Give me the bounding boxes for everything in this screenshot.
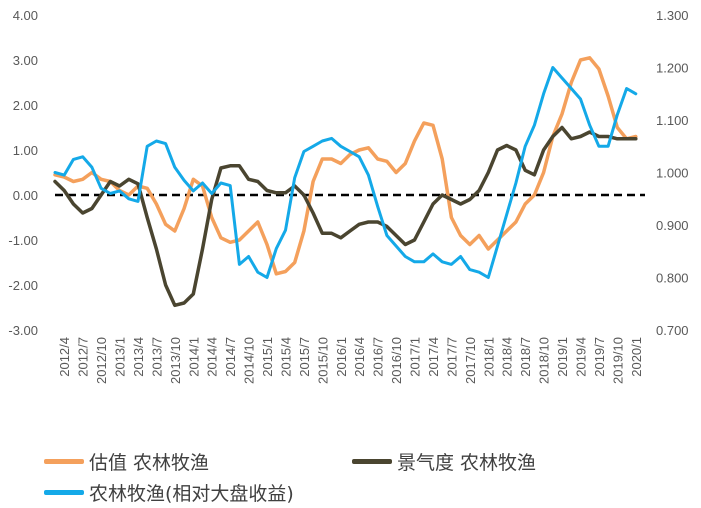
left-axis-tick-label: 1.00 bbox=[13, 143, 38, 158]
x-axis-tick-label: 2015/1 bbox=[260, 337, 275, 377]
right-axis-tick-label: 1.000 bbox=[656, 166, 689, 181]
left-axis-tick-label: 2.00 bbox=[13, 98, 38, 113]
x-axis-tick-label: 2017/4 bbox=[426, 337, 441, 377]
right-axis-tick-label: 1.100 bbox=[656, 113, 689, 128]
x-axis-tick-label: 2019/7 bbox=[592, 337, 607, 377]
x-axis-tick-label: 2019/1 bbox=[555, 337, 570, 377]
x-axis-tick-label: 2013/4 bbox=[131, 337, 146, 377]
x-axis-tick-label: 2015/10 bbox=[315, 337, 330, 384]
left-axis-tick-label: -3.00 bbox=[8, 323, 38, 338]
x-axis-tick-label: 2012/10 bbox=[94, 337, 109, 384]
x-axis-tick-label: 2018/7 bbox=[518, 337, 533, 377]
x-axis-tick-label: 2014/4 bbox=[205, 337, 220, 377]
x-axis-tick-label: 2019/10 bbox=[610, 337, 625, 384]
right-axis-tick-label: 0.800 bbox=[656, 271, 689, 286]
series-layer bbox=[53, 56, 638, 308]
left-axis-tick-label: 0.00 bbox=[13, 188, 38, 203]
series-line-valuation bbox=[53, 56, 638, 276]
x-axis-tick-label: 2018/10 bbox=[537, 337, 552, 384]
x-axis-tick-label: 2019/4 bbox=[573, 337, 588, 377]
x-axis-tick-label: 2012/7 bbox=[76, 337, 91, 377]
x-axis-tick-label: 2018/1 bbox=[481, 337, 496, 377]
left-axis-ticks: 4.00 3.00 2.00 1.00 0.00 -1.00 -2.00 -3.00 bbox=[8, 8, 38, 338]
left-axis-tick-label: -1.00 bbox=[8, 233, 38, 248]
x-axis-tick-label: 2014/1 bbox=[186, 337, 201, 377]
x-axis-tick-label: 2012/4 bbox=[57, 337, 72, 377]
x-axis-tick-label: 2015/4 bbox=[278, 337, 293, 377]
x-axis-tick-label: 2016/7 bbox=[371, 337, 386, 377]
x-axis-tick-label: 2015/7 bbox=[297, 337, 312, 377]
x-axis-tick-label: 2020/1 bbox=[629, 337, 644, 377]
x-axis-tick-label: 2017/10 bbox=[463, 337, 478, 384]
right-axis-ticks: 1.300 1.200 1.100 1.000 0.900 0.800 0.700 bbox=[656, 8, 689, 338]
right-axis-tick-label: 1.300 bbox=[656, 8, 689, 23]
series-line-relative-return bbox=[53, 66, 638, 279]
x-axis-tick-label: 2014/7 bbox=[223, 337, 238, 377]
left-axis-tick-label: 3.00 bbox=[13, 53, 38, 68]
right-axis-tick-label: 1.200 bbox=[656, 61, 689, 76]
x-axis-tick-label: 2013/1 bbox=[113, 337, 128, 377]
series-line-prosperity bbox=[53, 125, 638, 308]
x-axis-tick-label: 2017/1 bbox=[408, 337, 423, 377]
x-axis-tick-label: 2013/7 bbox=[149, 337, 164, 377]
x-axis-ticks: 2012/4 2012/7 2012/10 2013/1 2013/4 2013/7 201… bbox=[57, 337, 644, 384]
x-axis-tick-label: 2013/10 bbox=[168, 337, 183, 384]
x-axis-tick-label: 2014/10 bbox=[242, 337, 257, 384]
right-axis-tick-label: 0.700 bbox=[656, 323, 689, 338]
x-axis-tick-label: 2016/1 bbox=[334, 337, 349, 377]
left-axis-tick-label: 4.00 bbox=[13, 8, 38, 23]
left-axis-tick-label: -2.00 bbox=[8, 278, 38, 293]
x-axis-tick-label: 2018/4 bbox=[500, 337, 515, 377]
x-axis-tick-label: 2016/10 bbox=[389, 337, 404, 384]
x-axis-tick-label: 2017/7 bbox=[444, 337, 459, 377]
right-axis-tick-label: 0.900 bbox=[656, 218, 689, 233]
x-axis-tick-label: 2016/4 bbox=[352, 337, 367, 377]
